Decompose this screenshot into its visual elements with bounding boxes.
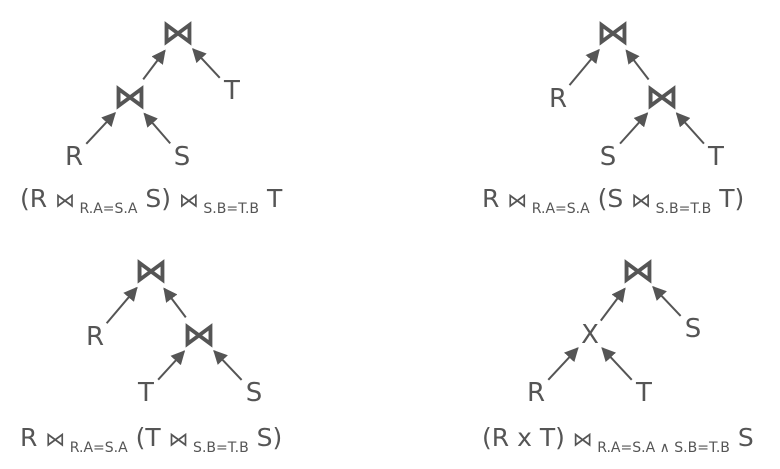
expression-part-op: ⋈ (631, 188, 651, 212)
expression-part-op: ⋈ (169, 427, 189, 451)
plan-3: ⋈R ⋈T SR ⋈ R.A=S.A (T ⋈ S.B=T.B S) (20, 251, 282, 456)
edge-arrow (163, 287, 187, 318)
join-node: ⋈ (596, 13, 630, 53)
edge-arrow (105, 286, 138, 324)
edge-arrow (625, 49, 650, 81)
join-node: ⋈ (134, 251, 168, 291)
edge-arrow (599, 287, 626, 322)
expression-part-sub: R.A=S.A (75, 201, 138, 217)
edge-arrow (675, 112, 705, 145)
relation-node-t: T (707, 142, 724, 172)
expression-part-main: T) (711, 184, 744, 213)
relation-node-r: R (86, 322, 104, 352)
join-node: ⋈ (161, 13, 195, 53)
relation-node-r: R (65, 142, 83, 172)
edge-arrow (142, 49, 166, 81)
edge-arrow (192, 48, 221, 79)
plan-2: ⋈R ⋈S TR ⋈ R.A=S.A (S ⋈ S.B=T.B T) (482, 13, 744, 217)
expression-part-main: (S (590, 184, 632, 213)
relation-node-t: T (635, 378, 652, 408)
relation-node-s: S (246, 378, 263, 408)
expression-part-op: ⋈ (55, 188, 75, 212)
edge-arrow (601, 347, 633, 381)
expression-part-main: (R (20, 184, 55, 213)
relation-node-r: R (527, 378, 545, 408)
relation-node-t: T (223, 76, 240, 106)
expression-part-op: ⋈ (507, 188, 527, 212)
expression-part-sub: R.A=S.A (527, 201, 590, 217)
expression-part-main: S) (137, 184, 179, 213)
expression-part-main: (T (128, 423, 169, 452)
plan-4: ⋈ X S R T (R x T) ⋈ R.A=S.A ∧ S.B=T.B S (482, 251, 754, 456)
join-node: ⋈ (182, 315, 216, 355)
expression-part-sub: R.A=S.A ∧ S.B=T.B (593, 440, 730, 456)
expression-part-sub: S.B=T.B (189, 440, 249, 456)
edge-arrow (568, 48, 600, 86)
edge-arrow (157, 350, 186, 381)
plan-1: ⋈ ⋈ T R S (R ⋈ R.A=S.A S) ⋈ S.B=T.B T (20, 13, 283, 217)
edge-arrow (652, 285, 682, 317)
edge-arrow (85, 112, 116, 145)
expression-part-sub: S.B=T.B (199, 201, 259, 217)
expression-part-sub: S.B=T.B (651, 201, 711, 217)
relation-node-s: S (685, 314, 702, 344)
plan-expression: R ⋈ R.A=S.A (S ⋈ S.B=T.B T) (482, 184, 744, 217)
plan-expression: R ⋈ R.A=S.A (T ⋈ S.B=T.B S) (20, 423, 282, 456)
expression-part-main: T (259, 184, 283, 213)
expression-part-main: (R x T) (482, 423, 573, 452)
edge-arrow (143, 112, 171, 145)
join-node: ⋈ (621, 251, 655, 291)
expression-part-op: ⋈ (573, 427, 593, 451)
plan-expression: (R x T) ⋈ R.A=S.A ∧ S.B=T.B S (482, 423, 754, 456)
expression-part-main: S) (249, 423, 283, 452)
expression-part-main: R (482, 184, 507, 213)
expression-part-main: R (20, 423, 45, 452)
edge-arrow (213, 349, 243, 381)
expression-part-op: ⋈ (45, 427, 65, 451)
relation-node-s: S (600, 142, 617, 172)
join-node: ⋈ (113, 77, 147, 117)
join-node: ⋈ (645, 77, 679, 117)
edge-arrow (547, 347, 579, 381)
relation-node-r: R (549, 84, 567, 114)
relation-node-s: S (174, 142, 191, 172)
expression-part-op: ⋈ (179, 188, 199, 212)
relation-node-t: T (137, 378, 154, 408)
relation-node-x: X (581, 320, 599, 350)
expression-part-sub: R.A=S.A (65, 440, 128, 456)
edge-arrow (619, 112, 649, 145)
plan-expression: (R ⋈ R.A=S.A S) ⋈ S.B=T.B T (20, 184, 283, 217)
expression-part-main: S (730, 423, 754, 452)
